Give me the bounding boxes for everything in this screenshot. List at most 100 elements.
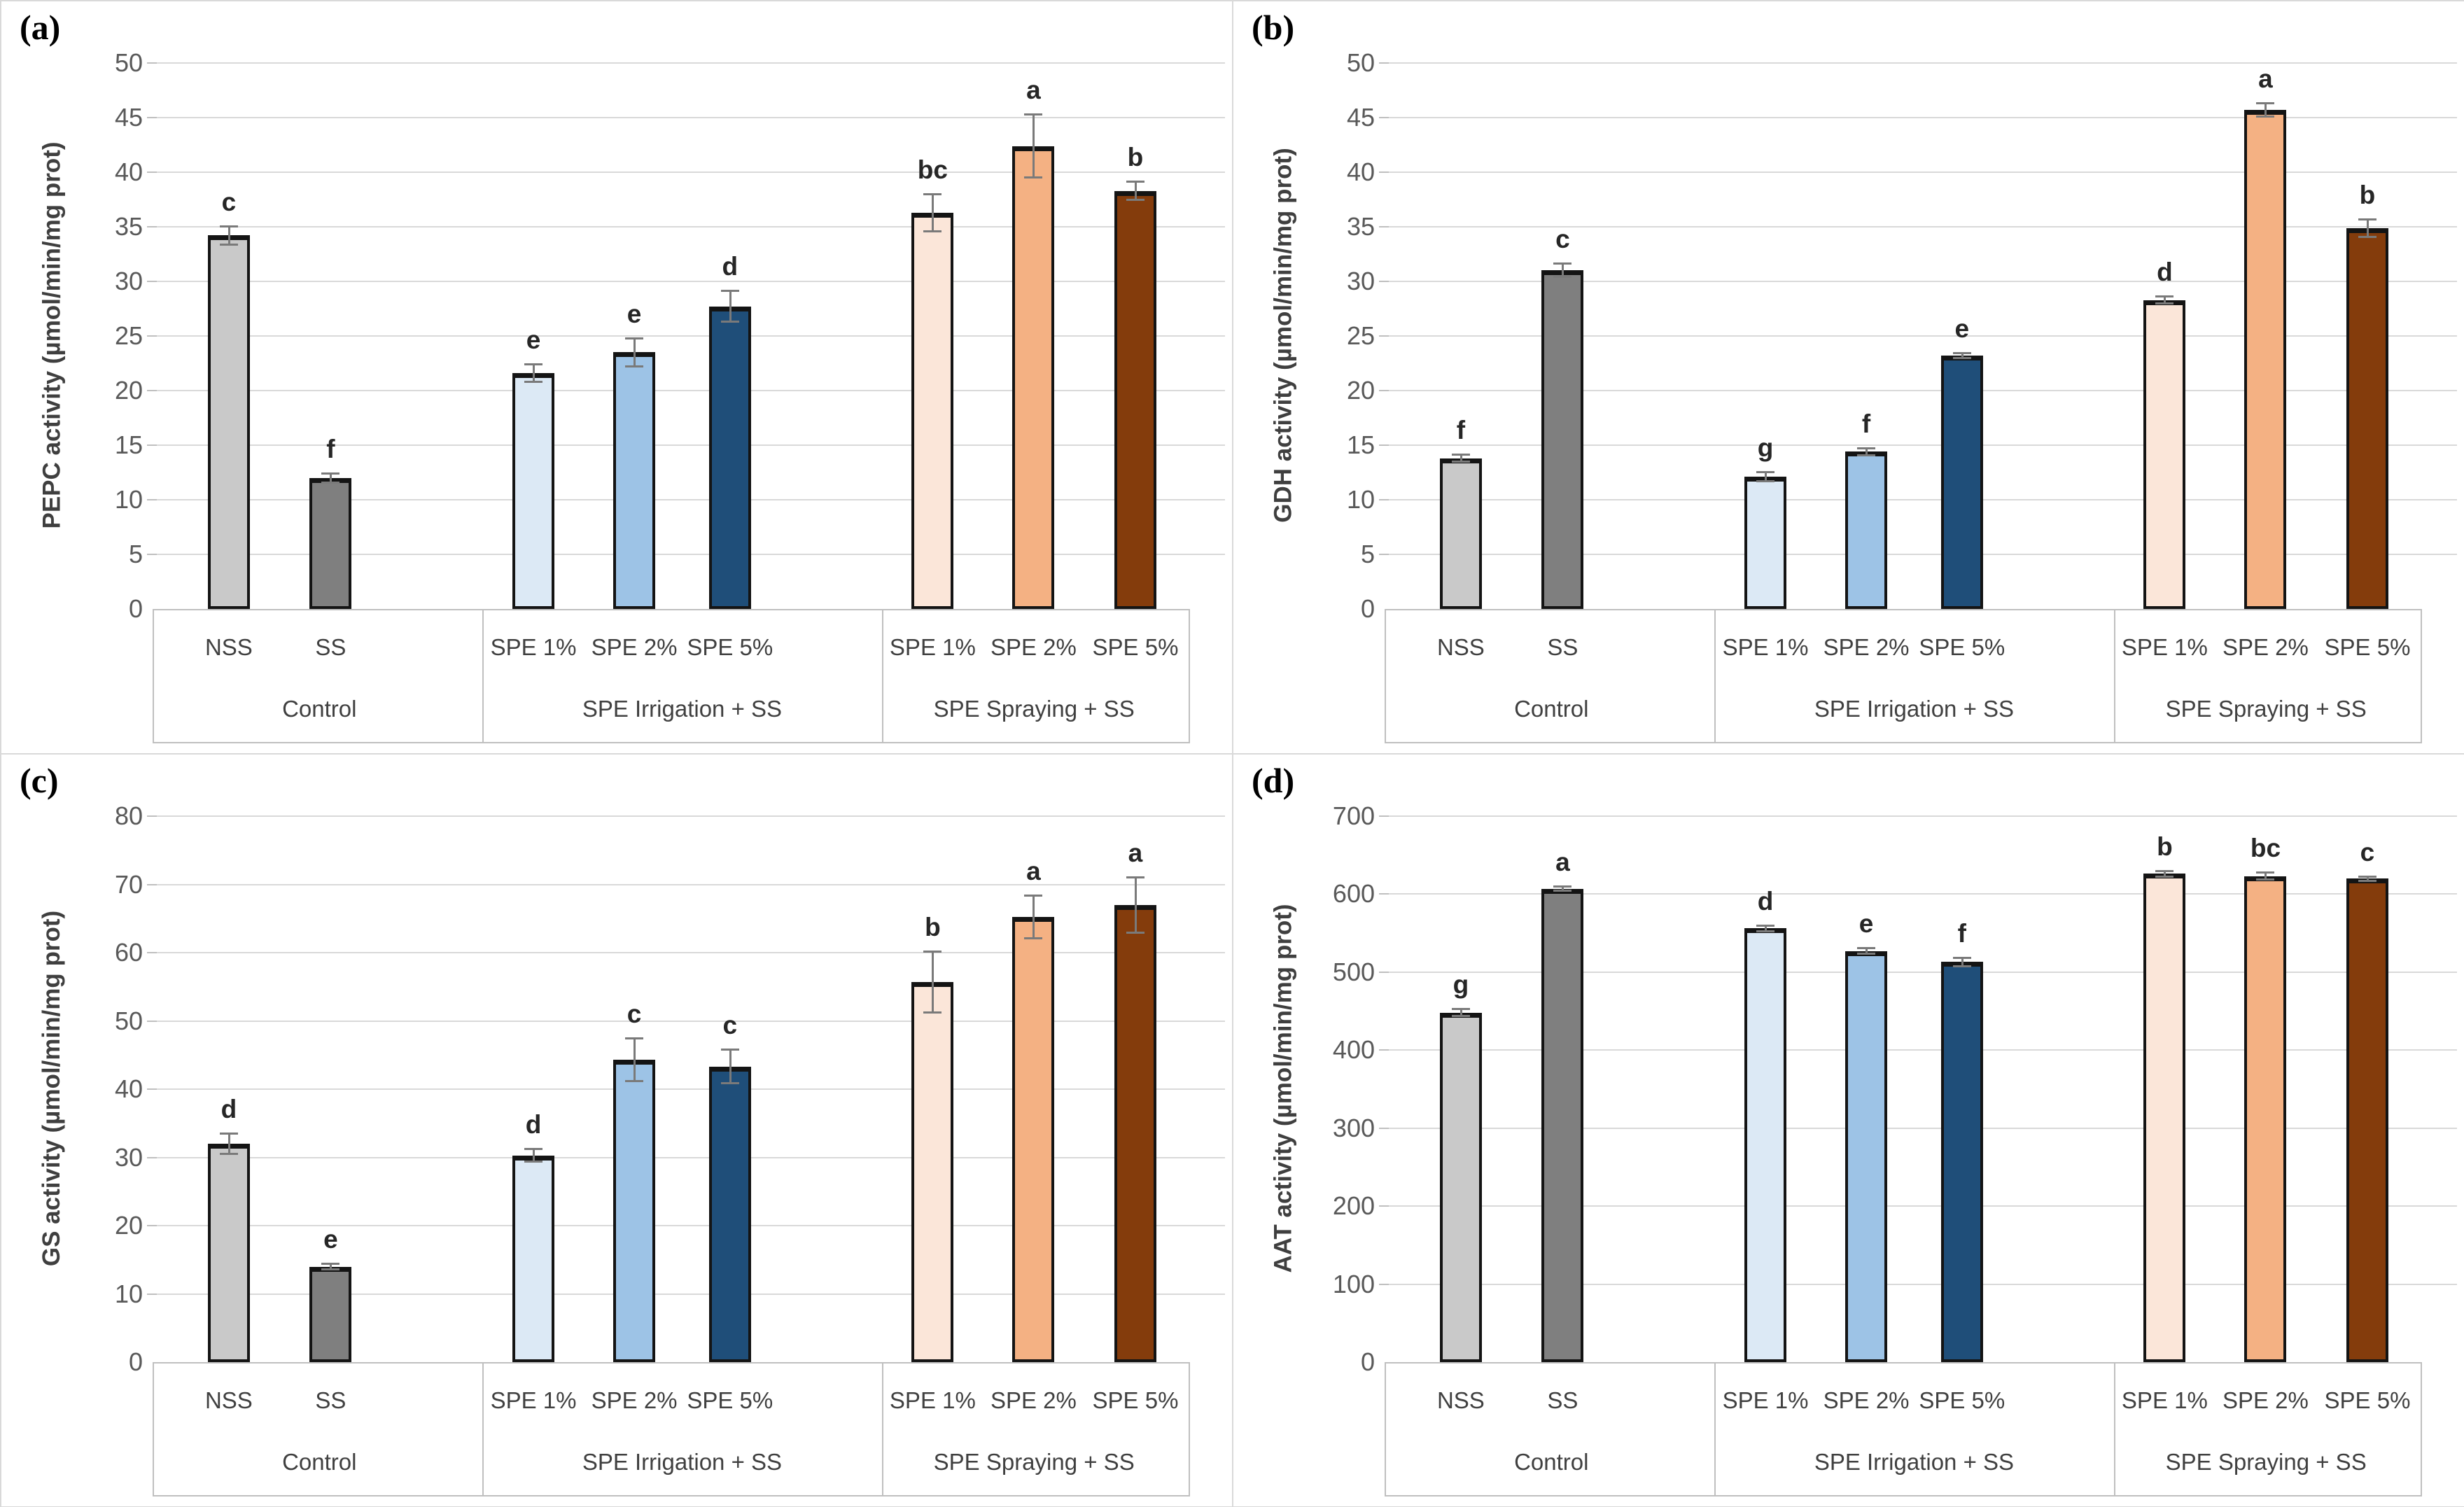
y-tick-mark (1379, 1127, 1389, 1129)
y-tick-label: 45 (114, 103, 143, 132)
y-tick-mark (1379, 444, 1389, 446)
error-bar (2155, 295, 2174, 304)
error-bar (625, 1037, 644, 1083)
y-tick-mark (1379, 281, 1389, 282)
group-label: SPE Irrigation + SS (1814, 1449, 2015, 1475)
error-bar-cap-bottom (2358, 235, 2376, 238)
panel-letter-d: (d) (1252, 761, 1295, 800)
category-label: SPE 1% (889, 1387, 976, 1413)
error-bar-cap-bottom (219, 1152, 238, 1155)
y-tick-label: 35 (1346, 212, 1375, 241)
plot-area: f c g f e d a b (1379, 62, 2457, 609)
y-tick-mark (147, 1020, 157, 1022)
y-tick-mark (147, 1225, 157, 1226)
y-tick-mark (1379, 1049, 1389, 1051)
category-label: NSS (1436, 1387, 1485, 1413)
error-bar-cap-top (1126, 876, 1144, 878)
group-separator (1714, 1364, 1716, 1495)
error-bar-cap-top (923, 951, 942, 953)
panel-letter-c: (c) (20, 761, 59, 800)
error-bar (1126, 181, 1144, 201)
error-bar-cap-bottom (321, 1268, 340, 1271)
error-bar (1126, 876, 1144, 934)
error-bar (219, 225, 238, 246)
bar-a-spe5 (1114, 190, 1156, 609)
error-bar-line (330, 472, 332, 484)
error-bar-cap-top (625, 1037, 644, 1039)
error-bar (1857, 447, 1876, 456)
y-tick-mark (1379, 117, 1389, 118)
group-separator (2114, 1364, 2116, 1495)
gridline (1379, 1283, 2457, 1285)
error-bar-cap-top (2155, 869, 2174, 872)
gridline (147, 1156, 1225, 1158)
chart-panel-c: (c) GS activity (µmol/min/mg prot) d e d c c b a… (1, 755, 1233, 1506)
plot-area: g a d e f b bc c (1379, 815, 2457, 1362)
y-tick-label: 30 (114, 267, 143, 295)
error-bar-cap-bottom (720, 321, 739, 323)
category-label: SS (1547, 634, 1578, 660)
bar-c-spe5 (708, 1066, 751, 1362)
y-tick-label: 0 (128, 594, 143, 623)
error-bar-line (2164, 869, 2166, 878)
error-bar-cap-bottom (1553, 276, 1572, 279)
gridline (147, 117, 1225, 118)
bar-c-ss (309, 1266, 352, 1362)
table-edge-left (153, 610, 154, 742)
table-edge-right (1189, 1364, 1190, 1495)
error-bar-line (729, 290, 732, 323)
significance-letter: d (1757, 886, 1774, 916)
error-bar-line (1961, 956, 1963, 968)
error-bar-cap-bottom (1952, 965, 1971, 968)
error-bar-cap-top (1451, 1008, 1470, 1011)
significance-letter: g (1757, 433, 1774, 463)
error-bar (720, 290, 739, 323)
error-bar-cap-bottom (2256, 115, 2275, 118)
y-tick-label: 0 (1360, 1347, 1375, 1376)
category-label: SPE 5% (1092, 634, 1179, 660)
category-label: SPE 1% (490, 1387, 577, 1413)
y-tick-mark (147, 499, 157, 500)
y-tick-label: 20 (114, 376, 143, 405)
category-axis-table: NSS SS SPE 1% SPE 2% SPE 5% SPE 1% SPE 2% SPE 5… (153, 1362, 1190, 1497)
error-bar-cap-top (1952, 352, 1971, 355)
y-tick-mark (147, 117, 157, 118)
y-tick-label: 80 (114, 801, 143, 830)
y-tick-label: 40 (1346, 157, 1375, 186)
significance-letter: f (1861, 409, 1871, 439)
error-bar-cap-bottom (1857, 454, 1876, 456)
error-bar-line (1865, 947, 1868, 955)
y-tick-label: 50 (1346, 48, 1375, 77)
y-tick-mark (1379, 554, 1389, 555)
error-bar (720, 1049, 739, 1085)
error-bar-cap-bottom (2358, 879, 2376, 882)
error-bar (2358, 218, 2376, 238)
error-bar-line (1865, 447, 1868, 456)
table-edge-left (1385, 610, 1386, 742)
significance-letter: a (1128, 838, 1143, 867)
y-tick-label: 0 (1360, 594, 1375, 623)
error-bar (2155, 869, 2174, 878)
error-bar-line (2164, 295, 2166, 304)
significance-letter: c (1555, 225, 1570, 254)
y-tick-mark (147, 815, 157, 817)
category-label: NSS (1436, 634, 1485, 660)
category-label: SPE 5% (1092, 1387, 1179, 1413)
category-label: SPE 5% (1919, 1387, 2005, 1413)
bar-b-ss (1541, 270, 1584, 609)
gridline (1379, 281, 2457, 282)
error-bar-line (1032, 113, 1035, 179)
error-bar-cap-bottom (219, 243, 238, 246)
significance-letter: e (1858, 909, 1874, 939)
error-bar-line (729, 1049, 732, 1085)
gridline (147, 952, 1225, 953)
error-bar-cap-bottom (2155, 876, 2174, 878)
gridline (1379, 971, 2457, 973)
error-bar-line (2366, 875, 2369, 882)
gridline (1379, 117, 2457, 118)
significance-letter: e (1954, 314, 1970, 344)
error-bar (219, 1133, 238, 1155)
significance-letter: e (526, 325, 541, 354)
error-bar-line (227, 1133, 230, 1155)
